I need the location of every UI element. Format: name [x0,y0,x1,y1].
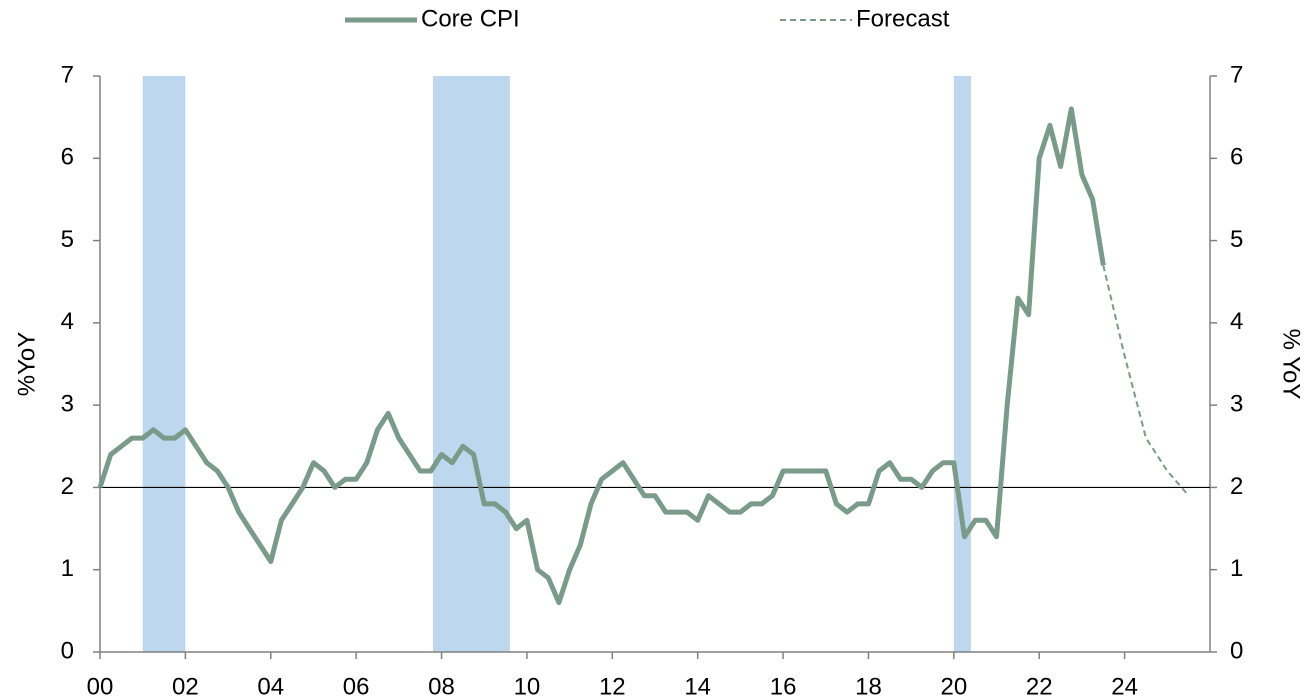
x-tick-label: 08 [428,673,455,700]
y2-tick-label: 3 [1230,390,1243,417]
x-tick-label: 22 [1026,673,1053,700]
y-tick-label: 7 [61,61,74,88]
y2-tick-label: 1 [1230,555,1243,582]
x-tick-label: 12 [599,673,626,700]
y-tick-label: 4 [61,308,74,335]
x-tick-label: 24 [1111,673,1138,700]
x-tick-label: 16 [770,673,797,700]
x-tick-label: 00 [87,673,114,700]
x-tick-label: 20 [940,673,967,700]
y2-axis-label: % YoY [1278,329,1305,400]
y2-tick-label: 0 [1230,637,1243,664]
y2-tick-label: 2 [1230,473,1243,500]
legend-label: Forecast [856,5,950,32]
y-tick-label: 5 [61,226,74,253]
y2-tick-label: 4 [1230,308,1243,335]
y2-tick-label: 5 [1230,226,1243,253]
y-tick-label: 0 [61,637,74,664]
recession-band [142,76,186,652]
series-line [97,106,1106,606]
y-tick-label: 1 [61,555,74,582]
legend-label: Core CPI [421,5,520,32]
y-tick-label: 2 [61,473,74,500]
forecast-line [1102,265,1190,497]
x-tick-label: 04 [257,673,284,700]
y2-tick-label: 7 [1230,61,1243,88]
x-tick-label: 02 [172,673,199,700]
x-tick-label: 06 [343,673,370,700]
y-tick-label: 3 [61,390,74,417]
y-tick-label: 6 [61,144,74,171]
recession-band [433,76,510,652]
recession-band [953,76,971,652]
y-axis-label: %YoY [13,332,40,397]
x-tick-label: 14 [684,673,711,700]
x-tick-label: 18 [855,673,882,700]
y2-tick-label: 6 [1230,144,1243,171]
x-tick-label: 10 [514,673,541,700]
